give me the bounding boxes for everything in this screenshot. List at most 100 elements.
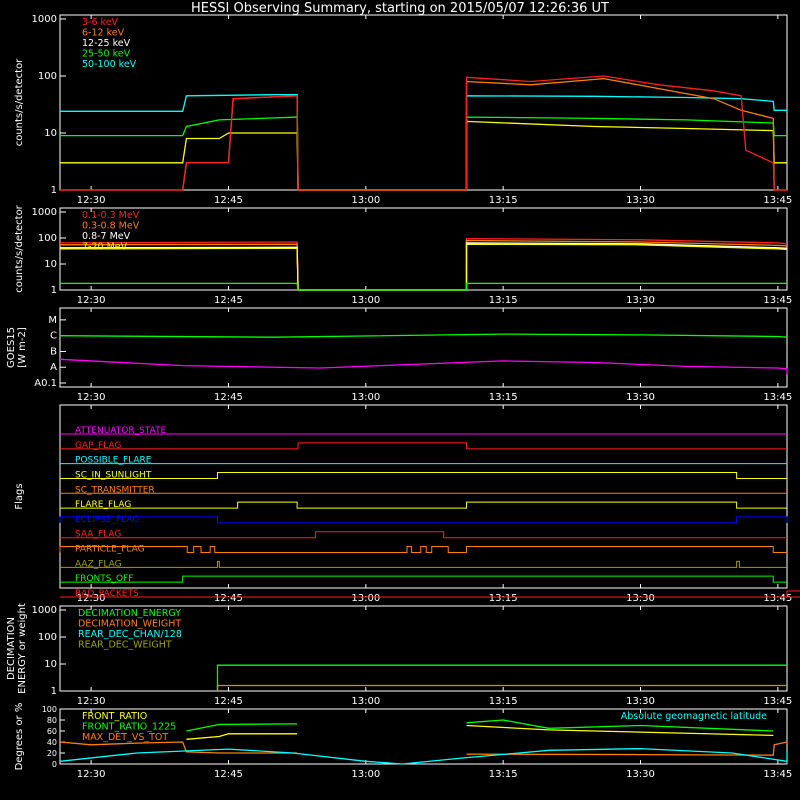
x-tick-label: 13:30 (626, 769, 655, 780)
flag-label: SC_IN_SUNLIGHT (75, 470, 152, 480)
legend-entry: REAR_DEC_CHAN/128 (78, 629, 182, 640)
panel2: 12:30 12:45 13:00 13:15 13:30 13:45 1 10 100 1000… (14, 204, 792, 306)
flag-line (59, 546, 787, 554)
x-tick-label: 13:15 (489, 769, 518, 780)
panel5: 12:30 12:45 13:00 13:15 13:30 13:45 1 10 100 1000… (6, 603, 792, 707)
legend-entry: 0.8-7 MeV (82, 231, 131, 242)
series-line (60, 120, 787, 191)
legend-entry: FRONT_RATIO_1225 (82, 722, 176, 733)
y-tick-label: 20 (47, 749, 57, 758)
x-tick-label: 13:45 (763, 392, 792, 403)
series-line (60, 282, 787, 291)
y-tick-label: 100 (38, 632, 57, 643)
y-axis-label: counts/s/detector (14, 204, 25, 292)
panel1: 12:30 12:45 13:00 13:15 13:30 13:45 1 10 100 1000… (14, 14, 792, 206)
y-tick-label: 100 (42, 705, 57, 714)
x-tick-label: 13:15 (489, 392, 518, 403)
flag-label: SAA_FLAG (75, 530, 121, 540)
x-tick-label: 13:30 (626, 295, 655, 306)
legend-entry: 25-50 keV (82, 49, 131, 60)
series-line (60, 75, 787, 191)
x-tick-label: 12:30 (77, 295, 106, 306)
x-tick-label: 13:00 (351, 392, 380, 403)
flag-label: POSSIBLE_FLARE (75, 456, 152, 466)
x-tick-label: 12:30 (77, 769, 106, 780)
y-axis-label: [W m-2] (17, 327, 28, 368)
plot-frame (59, 404, 788, 589)
y-tick-label: 1 (51, 285, 57, 296)
x-tick-label: 13:00 (351, 696, 380, 707)
flag-label: ATTENUATOR_STATE (75, 426, 167, 436)
x-tick-label: 13:45 (763, 295, 792, 306)
legend-entry: REAR_DEC_WEIGHT (78, 640, 172, 651)
series-line (59, 333, 788, 338)
x-tick-label: 12:30 (77, 696, 106, 707)
y-tick-label: 10 (44, 259, 57, 270)
y-tick-label: C (50, 331, 57, 342)
flag-line (60, 531, 787, 539)
y-tick-label: 1000 (32, 605, 57, 616)
panel4: 12:30 12:45 13:00 13:15 13:30 13:45 Flags ATTEN… (14, 404, 800, 604)
y-tick-label: 60 (47, 727, 57, 736)
x-tick-label: 13:00 (351, 769, 380, 780)
series-line (186, 724, 774, 740)
legend-entry: Absolute geomagnetic latitude (621, 711, 767, 722)
x-tick-label: 12:30 (77, 195, 106, 206)
legend-entry: 3-6 keV (82, 17, 119, 28)
series-line (59, 741, 788, 756)
legend-entry: 12-25 keV (82, 38, 131, 49)
plot-frame (59, 307, 788, 388)
x-tick-label: 13:30 (626, 195, 655, 206)
y-tick-label: B (50, 346, 57, 357)
x-tick-label: 13:45 (763, 593, 792, 604)
x-tick-label: 13:15 (489, 593, 518, 604)
series-line (59, 243, 788, 291)
y-tick-label: 100 (38, 233, 57, 244)
series-line (216, 664, 787, 691)
legend-entry: MAX_DET_VS_TOT (82, 732, 168, 743)
flag-label: PARTICLE_FLAG (75, 545, 145, 555)
series-line (59, 747, 788, 765)
x-tick-label: 12:45 (214, 593, 243, 604)
flag-label: SC_TRANSMITTER (75, 485, 155, 495)
y-axis-label: GOES15 (6, 327, 17, 368)
y-tick-label: A0.1 (34, 378, 57, 389)
y-tick-label: 10 (44, 659, 57, 670)
flag-label: BAD_PACKETS (75, 589, 139, 599)
plot-frame (59, 14, 788, 191)
flag-line (60, 501, 787, 509)
flag-label: FRONTS_OFF (75, 574, 133, 584)
flag-line (60, 471, 787, 479)
y-axis-label: Flags (14, 483, 25, 509)
x-tick-label: 13:45 (763, 696, 792, 707)
flag-label: ECLIPSE_FLAG (75, 515, 139, 525)
legend-entry: 0.3-0.8 MeV (82, 221, 140, 232)
y-tick-label: 0 (52, 760, 57, 769)
y-tick-label: A (50, 362, 57, 373)
x-tick-label: 13:45 (763, 195, 792, 206)
y-tick-label: 1 (51, 185, 57, 196)
flag-line (60, 560, 787, 568)
x-tick-label: 13:00 (351, 295, 380, 306)
y-tick-label: 100 (38, 71, 57, 82)
series-line (59, 358, 788, 375)
flag-line (59, 516, 788, 524)
x-tick-label: 12:30 (77, 593, 106, 604)
legend-entry: DECIMATION_WEIGHT (78, 619, 181, 630)
y-axis-label: ENERGY or weight (17, 603, 28, 694)
plot-frame (59, 605, 788, 692)
panel6: 12:30 12:45 13:00 13:15 13:30 13:45 0 20 40 60 80 1… (14, 703, 792, 780)
flag-label: FLARE_FLAG (75, 500, 131, 510)
x-tick-label: 12:45 (214, 295, 243, 306)
x-tick-label: 12:45 (214, 392, 243, 403)
x-tick-label: 13:30 (626, 593, 655, 604)
series-line (60, 94, 788, 191)
series-line (186, 719, 774, 732)
x-tick-label: 13:45 (763, 769, 792, 780)
x-tick-label: 12:45 (214, 195, 243, 206)
y-tick-label: M (48, 315, 57, 326)
y-axis-label: DECIMATION (6, 617, 17, 680)
legend-entry: 6-12 keV (82, 28, 125, 39)
